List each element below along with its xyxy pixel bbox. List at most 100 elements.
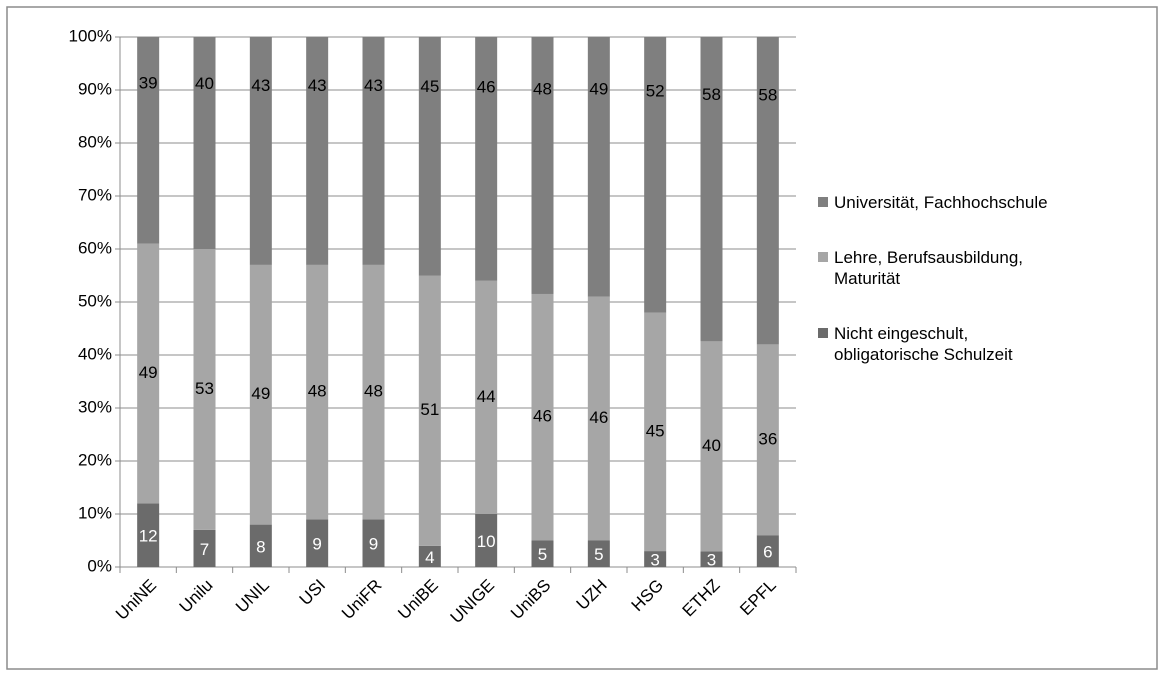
value-label: 43 xyxy=(251,76,270,95)
value-label: 58 xyxy=(758,85,777,104)
bar-segment xyxy=(249,37,272,265)
value-label: 44 xyxy=(477,387,496,406)
value-label: 39 xyxy=(139,73,158,92)
value-label: 43 xyxy=(364,76,383,95)
bar-segment xyxy=(418,545,441,567)
bar-segment xyxy=(700,37,723,342)
bar-segment xyxy=(756,344,779,536)
chart-border xyxy=(6,6,1158,670)
y-tick-label: 90% xyxy=(78,79,112,98)
legend-swatch xyxy=(818,328,828,338)
x-tick-label: USI xyxy=(296,576,329,609)
y-tick-label: 100% xyxy=(69,26,112,45)
legend-swatch xyxy=(818,197,828,207)
legend-item: Universität, Fachhochschule xyxy=(818,192,1118,213)
bar-segment xyxy=(531,293,554,541)
value-label: 48 xyxy=(533,79,552,98)
value-label: 49 xyxy=(589,80,608,99)
value-label: 8 xyxy=(256,537,265,556)
value-label: 6 xyxy=(763,543,772,562)
value-label: 9 xyxy=(369,535,378,554)
bar-segment xyxy=(306,264,329,520)
bar-segment xyxy=(362,264,385,520)
y-tick-label: 10% xyxy=(78,503,112,522)
bar-segment xyxy=(362,519,385,567)
bar-segment xyxy=(531,37,554,294)
x-tick-label: UniFR xyxy=(338,576,385,623)
y-tick-label: 0% xyxy=(87,556,112,575)
legend-item: Lehre, Berufsausbildung, Maturität xyxy=(818,247,1118,289)
bar-segment xyxy=(756,535,779,567)
x-tick-label: Unilu xyxy=(176,576,217,617)
bar-segment xyxy=(362,37,385,265)
y-tick-label: 50% xyxy=(78,291,112,310)
bar-segment xyxy=(249,264,272,525)
value-label: 46 xyxy=(589,408,608,427)
value-label: 3 xyxy=(707,551,716,570)
legend-label: Universität, Fachhochschule xyxy=(834,193,1048,212)
y-tick-label: 30% xyxy=(78,397,112,416)
bar-segment xyxy=(700,341,723,552)
bar-segment xyxy=(306,519,329,567)
value-label: 4 xyxy=(425,548,434,567)
bar-segment xyxy=(475,280,498,514)
bar-segment xyxy=(700,551,723,567)
legend-label: Lehre, Berufsausbildung, Maturität xyxy=(834,248,1024,288)
legend: Universität, Fachhochschule Lehre, Berufs… xyxy=(818,192,1118,399)
value-label: 43 xyxy=(308,76,327,95)
y-tick-label: 20% xyxy=(78,450,112,469)
value-label: 49 xyxy=(251,384,270,403)
value-label: 9 xyxy=(312,535,321,554)
bar-segment xyxy=(644,551,667,567)
x-tick-label: UZH xyxy=(573,576,611,614)
value-label: 5 xyxy=(538,545,547,564)
value-label: 48 xyxy=(308,382,327,401)
bar-segment xyxy=(475,37,498,281)
x-tick-label: EPFL xyxy=(736,576,780,620)
y-tick-label: 70% xyxy=(78,185,112,204)
value-label: 10 xyxy=(477,532,496,551)
bar-segment xyxy=(193,529,216,567)
value-label: 48 xyxy=(364,382,383,401)
bar-segment xyxy=(418,37,441,276)
legend-swatch xyxy=(818,252,828,262)
bar-segment xyxy=(475,514,498,567)
bar-segment xyxy=(756,37,779,345)
value-label: 58 xyxy=(702,85,721,104)
bar-segment xyxy=(193,249,216,530)
value-label: 12 xyxy=(139,527,158,546)
bar-segment xyxy=(418,275,441,546)
legend-label: Nicht eingeschult, obligatorische Schulz… xyxy=(834,324,1013,364)
x-tick-label: UniBS xyxy=(507,576,555,624)
x-tick-label: UniBE xyxy=(394,576,442,624)
y-tick-label: 60% xyxy=(78,238,112,257)
bar-segment xyxy=(587,540,610,567)
bar-segment xyxy=(193,37,216,249)
value-label: 51 xyxy=(420,400,439,419)
value-label: 36 xyxy=(758,429,777,448)
value-label: 49 xyxy=(139,363,158,382)
x-tick-label: UniNE xyxy=(112,576,160,624)
bar-segment xyxy=(644,312,667,552)
bar-segment xyxy=(531,540,554,567)
value-label: 46 xyxy=(477,78,496,97)
value-label: 45 xyxy=(646,421,665,440)
bar-segment xyxy=(137,243,160,504)
value-label: 5 xyxy=(594,545,603,564)
bar-segment xyxy=(587,37,610,297)
value-label: 7 xyxy=(200,540,209,559)
y-tick-label: 80% xyxy=(78,132,112,151)
y-tick-label: 40% xyxy=(78,344,112,363)
bar-segment xyxy=(137,503,160,567)
bar-segment xyxy=(587,296,610,541)
value-label: 40 xyxy=(195,74,214,93)
bar-segment xyxy=(137,37,160,244)
x-tick-label: HSG xyxy=(628,576,667,615)
bar-segment xyxy=(249,524,272,567)
value-label: 45 xyxy=(420,77,439,96)
bar-segment xyxy=(644,37,667,313)
legend-item: Nicht eingeschult, obligatorische Schulz… xyxy=(818,323,1118,365)
x-tick-label: UNIL xyxy=(232,576,273,617)
